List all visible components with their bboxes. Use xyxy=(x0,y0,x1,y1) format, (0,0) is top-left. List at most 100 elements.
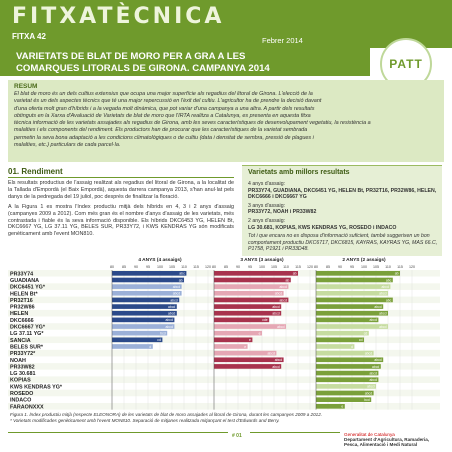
section-divider xyxy=(8,177,234,178)
significance-label: abcd xyxy=(166,318,173,322)
significance-label: abcd xyxy=(370,318,377,322)
title-line-2: COMARQUES LITORALS DE GIRONA. CAMPANYA 2… xyxy=(16,63,270,74)
page-number: # 01 xyxy=(232,433,242,439)
department-line: Departament d'Agricultura, Ramaderia, xyxy=(344,437,430,442)
bar xyxy=(316,324,388,329)
significance-label: abcd xyxy=(173,285,180,289)
bar xyxy=(112,317,175,323)
significance-label: ab xyxy=(293,272,297,276)
tick-label: 100 xyxy=(259,265,265,269)
category-label: DKC6667 YG* xyxy=(10,325,46,331)
best-varieties-box: Varietats amb millors resultats 4 anys d… xyxy=(242,165,442,256)
significance-label: abcd xyxy=(168,312,175,316)
tick-label: 110 xyxy=(283,265,289,269)
category-label: INDACO xyxy=(10,398,31,404)
significance-label: abcd xyxy=(173,292,180,296)
bar xyxy=(316,337,364,343)
tick-label: 120 xyxy=(409,265,415,269)
significance-label: abcd xyxy=(272,305,279,309)
significance-label: e xyxy=(259,332,261,336)
significance-label: cd xyxy=(359,338,363,342)
category-label: LG 37.11 YG* xyxy=(10,331,44,337)
caption-line: Figura 1. Índex productiu mitjà (respect… xyxy=(10,412,323,417)
best-varieties-heading: Varietats amb millors resultats xyxy=(248,169,350,176)
bar xyxy=(112,344,153,349)
tick-label: 105 xyxy=(169,265,175,269)
significance-label: abcd xyxy=(370,371,377,375)
category-label: BELES SUR* xyxy=(10,344,44,350)
tick-label: 105 xyxy=(271,265,277,269)
table-row xyxy=(8,369,440,377)
category-label: HELEN xyxy=(10,311,28,317)
summary-line: d'una oferta molt gran d'híbrids i a la … xyxy=(14,105,315,112)
bar xyxy=(316,370,379,376)
table-row xyxy=(8,403,440,410)
tick-label: 120 xyxy=(205,265,211,269)
section-heading-rendiment: 01. Rendiment xyxy=(8,167,63,176)
bar xyxy=(214,304,282,309)
significance-label: abc xyxy=(386,278,392,282)
tick-label: 85 xyxy=(122,265,126,269)
category-label: LG 30.681 xyxy=(10,371,35,377)
bar xyxy=(214,290,284,296)
generalitat-name: Generalitat de Catalunya xyxy=(344,432,395,437)
category-label: PR32T16 xyxy=(10,298,33,304)
generalitat-logo: Generalitat de Catalunya Departament d'A… xyxy=(344,432,450,452)
significance-label: abcd xyxy=(367,385,374,389)
table-row xyxy=(8,389,440,397)
significance-label: e xyxy=(249,338,251,342)
tick-label: 85 xyxy=(326,265,330,269)
significance-label: abcd xyxy=(166,325,173,329)
category-label: DKC6666 xyxy=(10,318,34,324)
category-label: HELEN Bt* xyxy=(10,291,38,297)
header-banner: FITXATÈCNICA FITXA 42 Febrer 2014 xyxy=(0,0,452,48)
group-list: PR33Y72, NOAH i PR33W82 xyxy=(248,209,317,216)
significance-label: abcd xyxy=(370,378,377,382)
bar xyxy=(316,404,345,409)
rendiment-text: Els resultats productius de l'assaig rea… xyxy=(8,180,234,241)
summary-line: varietat és un dels aspectes tècnics que… xyxy=(14,98,322,105)
significance-label: abcd xyxy=(379,325,386,329)
tick-label: 100 xyxy=(157,265,163,269)
significance-label: bcd xyxy=(160,332,166,336)
category-label: ROSEDO xyxy=(10,391,33,397)
significance-label: abcd xyxy=(379,312,386,316)
bar xyxy=(214,310,282,316)
significance-label: abcd xyxy=(275,358,282,362)
bar xyxy=(316,284,391,289)
significance-label: abcd xyxy=(170,298,177,302)
significance-label: ab xyxy=(286,278,290,282)
table-row xyxy=(8,376,440,384)
figure-caption: Figura 1. Índex productiu mitjà (respect… xyxy=(10,412,442,423)
panel-title: 4 ANYS (4 assaigs) xyxy=(138,257,182,263)
table-row xyxy=(8,383,440,390)
category-label: DKC6451 YG* xyxy=(10,285,46,291)
category-label: FARAONXXX xyxy=(10,404,44,410)
summary-line: tècnica informació de les varietats assa… xyxy=(14,120,371,127)
summary-heading: RESUM xyxy=(14,83,38,90)
bar xyxy=(316,397,372,402)
bar xyxy=(316,271,400,276)
tick-label: 90 xyxy=(338,265,342,269)
summary-line: malalties, etc.) particulars de cada par… xyxy=(14,142,121,149)
tick-label: 115 xyxy=(397,265,403,269)
bar xyxy=(214,344,248,349)
bar xyxy=(316,350,374,356)
tick-label: 115 xyxy=(295,265,301,269)
bar xyxy=(316,290,388,296)
tick-label: 80 xyxy=(110,265,114,269)
tick-label: 120 xyxy=(307,265,313,269)
significance-label: d xyxy=(149,345,151,349)
tick-label: 110 xyxy=(181,265,187,269)
significance-label: abcd xyxy=(277,325,284,329)
tick-label: 80 xyxy=(212,265,216,269)
significance-label: abcd xyxy=(168,305,175,309)
tick-label: 80 xyxy=(314,265,318,269)
bar xyxy=(214,357,284,363)
significance-label: ab xyxy=(179,278,183,282)
brand-title: FITXATÈCNICA xyxy=(12,4,225,29)
panel-title: 2 ANYS (2 assaigs) xyxy=(342,257,386,263)
title-line-1: VARIETATS DE BLAT DE MORO PER A GRA A LE… xyxy=(16,51,246,62)
significance-label: abcd xyxy=(374,305,381,309)
significance-label: cd xyxy=(364,332,368,336)
